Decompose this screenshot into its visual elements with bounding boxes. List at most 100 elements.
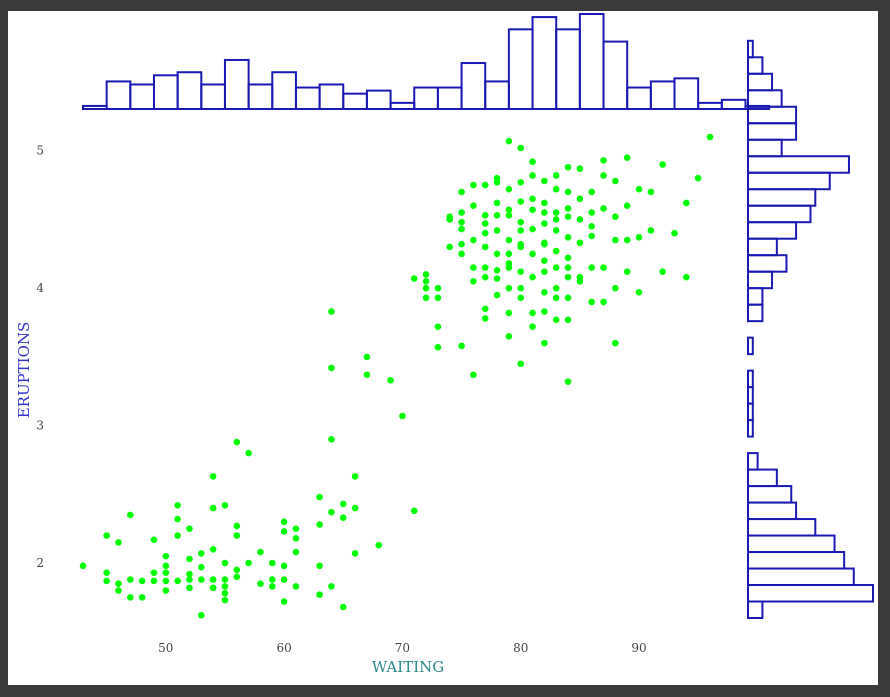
histogram-bar xyxy=(747,336,754,356)
data-point xyxy=(588,223,595,230)
data-point xyxy=(351,504,359,512)
data-point xyxy=(505,212,513,219)
data-point xyxy=(458,250,465,258)
data-point xyxy=(635,288,643,296)
data-point xyxy=(268,559,276,567)
data-point xyxy=(517,144,525,152)
data-point xyxy=(280,576,288,583)
data-point xyxy=(647,188,655,196)
data-point xyxy=(505,250,513,258)
data-point xyxy=(481,243,489,251)
data-point xyxy=(493,227,501,234)
data-point xyxy=(434,284,442,292)
histogram-bar xyxy=(555,28,581,111)
histogram-bar xyxy=(747,138,783,158)
data-point xyxy=(612,236,619,244)
data-point xyxy=(363,353,371,361)
data-point xyxy=(588,188,595,196)
data-point xyxy=(446,216,454,223)
histogram-bar xyxy=(747,501,798,521)
data-point xyxy=(198,563,205,571)
data-point xyxy=(257,548,264,556)
data-point xyxy=(612,177,619,185)
data-point xyxy=(552,284,560,292)
data-point xyxy=(493,250,501,258)
data-point xyxy=(552,247,560,255)
data-point xyxy=(434,323,442,330)
histogram-bar xyxy=(747,221,798,240)
histogram-bar xyxy=(365,89,392,110)
data-point xyxy=(233,573,241,581)
data-point xyxy=(221,596,229,604)
data-point xyxy=(316,521,323,528)
data-point xyxy=(470,278,477,285)
histogram-bar xyxy=(105,80,132,111)
data-point xyxy=(552,185,560,193)
y-tick-labels: 2 3 4 5 xyxy=(36,144,44,570)
data-point xyxy=(470,181,477,189)
data-point xyxy=(529,195,536,203)
histogram-bar xyxy=(152,74,179,110)
histogram-bar xyxy=(747,39,754,59)
histogram-bar xyxy=(747,386,754,405)
data-point xyxy=(339,514,347,521)
data-point xyxy=(292,525,300,532)
data-point xyxy=(292,548,300,556)
data-point xyxy=(174,577,181,585)
data-point xyxy=(209,504,217,512)
data-point xyxy=(209,584,217,592)
data-point xyxy=(552,227,560,234)
histogram-bar xyxy=(747,419,754,438)
data-point xyxy=(493,291,501,299)
data-point xyxy=(186,555,193,563)
data-point xyxy=(623,154,631,161)
data-point xyxy=(292,534,300,542)
data-point xyxy=(328,308,335,315)
data-point xyxy=(481,305,489,313)
data-point xyxy=(576,278,584,285)
data-point xyxy=(257,580,264,587)
data-point xyxy=(351,550,359,557)
data-point xyxy=(115,587,122,594)
data-point xyxy=(529,250,536,258)
x-axis-label: WAITING xyxy=(372,658,444,676)
data-point xyxy=(209,545,217,553)
data-point xyxy=(541,209,548,216)
data-point xyxy=(564,234,572,241)
data-point xyxy=(375,541,383,549)
right-histogram xyxy=(747,39,874,619)
data-point xyxy=(174,502,181,509)
x-tick-label: 80 xyxy=(513,641,528,655)
data-point xyxy=(564,273,572,281)
data-point xyxy=(564,316,572,324)
data-point xyxy=(612,213,619,221)
data-point xyxy=(564,163,572,171)
y-tick-label: 5 xyxy=(36,144,44,158)
histogram-bar xyxy=(697,101,723,110)
histogram-bar xyxy=(318,83,345,110)
chart-panel: 50 60 70 80 90 2 3 4 5 WAITING ERUPTIONS xyxy=(8,11,878,685)
data-point xyxy=(198,611,205,619)
data-point xyxy=(434,343,442,351)
data-point xyxy=(505,332,513,340)
data-point xyxy=(541,240,548,248)
data-point xyxy=(481,315,489,322)
data-point xyxy=(410,507,418,515)
x-tick-label: 90 xyxy=(631,641,646,655)
data-point xyxy=(552,294,560,302)
data-point xyxy=(174,515,181,523)
data-point xyxy=(529,309,536,317)
data-point xyxy=(316,493,323,501)
data-point xyxy=(422,271,430,278)
chart-canvas: 50 60 70 80 90 2 3 4 5 WAITING ERUPTIONS xyxy=(15,13,874,676)
histogram-bar xyxy=(747,287,764,306)
data-point xyxy=(233,522,241,530)
data-point xyxy=(481,273,489,281)
y-tick-label: 2 xyxy=(36,556,44,570)
histogram-bar xyxy=(747,600,764,619)
data-point xyxy=(458,188,465,196)
histogram-bar xyxy=(747,122,798,141)
histogram-bar xyxy=(626,86,652,110)
data-point xyxy=(541,257,548,264)
data-point xyxy=(552,216,560,223)
